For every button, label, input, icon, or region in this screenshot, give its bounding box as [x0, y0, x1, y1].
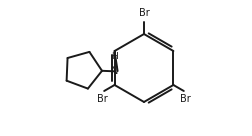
Text: N: N: [111, 66, 118, 76]
Text: H: H: [112, 52, 118, 61]
Text: Br: Br: [139, 8, 149, 18]
Text: Br: Br: [98, 94, 108, 104]
Text: Br: Br: [180, 94, 191, 104]
